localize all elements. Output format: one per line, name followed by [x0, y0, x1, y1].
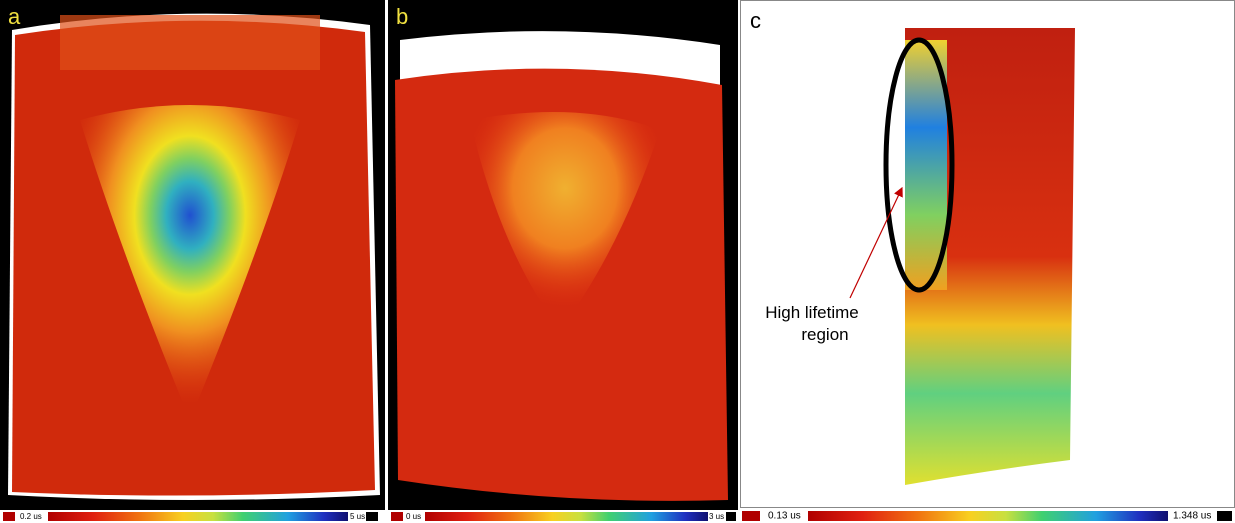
swatch: [3, 512, 15, 521]
scale-min: 0 us: [406, 512, 421, 521]
panel-c: High lifetime region c: [741, 1, 1235, 508]
scale-max: 1.348 us: [1173, 511, 1211, 522]
annotation: region: [801, 325, 848, 344]
annotation: High lifetime: [765, 303, 859, 322]
figure: a b High lifetime region c 0.2 us 5 us 0…: [0, 0, 1235, 523]
panel-label: a: [8, 4, 21, 29]
colorbar: [48, 512, 348, 521]
scale-min: 0.2 us: [20, 512, 42, 521]
colorbar-a: 0.2 us 5 us: [3, 512, 378, 521]
panel-b: b: [388, 0, 738, 510]
swatch: [1217, 511, 1232, 521]
scale-max: 5 us: [350, 512, 365, 521]
map-band: [60, 15, 320, 70]
swatch: [366, 512, 378, 521]
panel-label: b: [396, 4, 408, 29]
colorbar: [425, 512, 708, 521]
panel-label: c: [750, 8, 761, 33]
colorbar: [808, 511, 1168, 521]
scale-max: 3 us: [709, 512, 724, 521]
colorbar-b: 0 us 3 us: [391, 512, 736, 521]
swatch: [391, 512, 403, 521]
panel-a: a: [0, 0, 385, 510]
scale-min: 0.13 us: [768, 511, 801, 522]
swatch: [742, 511, 760, 521]
colorbar-c: 0.13 us 1.348 us: [742, 511, 1232, 522]
swatch: [726, 512, 736, 521]
